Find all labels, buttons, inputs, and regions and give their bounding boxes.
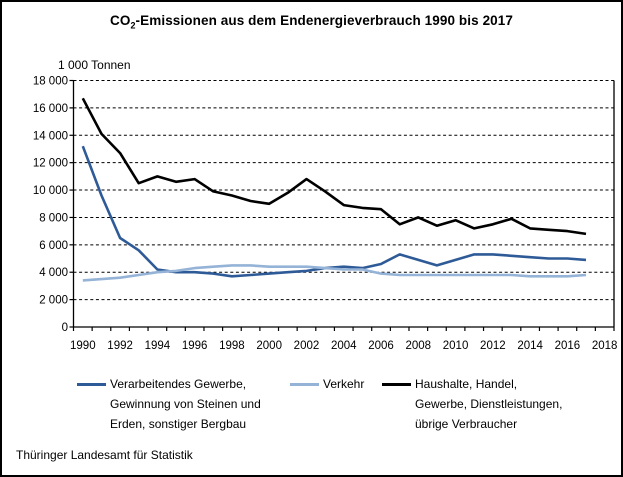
legend-label: Verarbeitendes Gewerbe, Gewinnung von St… [110, 377, 261, 431]
svg-text:2004: 2004 [331, 340, 357, 352]
svg-text:10 000: 10 000 [33, 185, 68, 197]
legend-line-swatch [77, 383, 106, 386]
svg-text:16 000: 16 000 [33, 103, 68, 115]
svg-text:1998: 1998 [219, 340, 245, 352]
svg-text:2014: 2014 [517, 340, 543, 352]
svg-text:12 000: 12 000 [33, 158, 68, 170]
svg-text:2016: 2016 [555, 340, 581, 352]
svg-text:14 000: 14 000 [33, 130, 68, 142]
legend-line-swatch [382, 383, 411, 386]
legend-item-haushalte: Haushalte, Handel, Gewerbe, Dienstleistu… [382, 374, 562, 434]
svg-text:18 000: 18 000 [33, 76, 68, 88]
chart-title: CO2-Emissionen aus dem Endenergieverbrau… [109, 13, 514, 31]
svg-text:1996: 1996 [182, 340, 208, 352]
legend-label: Verkehr [323, 377, 365, 391]
legend-label: Haushalte, Handel, Gewerbe, Dienstleistu… [415, 377, 563, 431]
legend-item-verkehr: Verkehr [290, 374, 364, 394]
svg-text:2002: 2002 [294, 340, 320, 352]
svg-text:2 000: 2 000 [39, 295, 68, 307]
svg-text:6 000: 6 000 [39, 240, 68, 252]
svg-text:1990: 1990 [70, 340, 96, 352]
svg-text:8 000: 8 000 [39, 212, 68, 224]
svg-text:2018: 2018 [592, 340, 618, 352]
svg-text:2006: 2006 [368, 340, 394, 352]
source-credit: Thüringer Landesamt für Statistik [16, 448, 193, 462]
svg-text:0: 0 [62, 322, 68, 334]
svg-text:1994: 1994 [145, 340, 171, 352]
legend-item-verarbeitendes-gewerbe: Verarbeitendes Gewerbe, Gewinnung von St… [77, 374, 261, 434]
legend-line-swatch [290, 383, 319, 386]
title-subscript: 2 [130, 20, 136, 31]
svg-text:4 000: 4 000 [39, 267, 68, 279]
svg-text:2000: 2000 [256, 340, 282, 352]
svg-text:2008: 2008 [406, 340, 432, 352]
svg-text:2010: 2010 [443, 340, 469, 352]
svg-text:1992: 1992 [107, 340, 133, 352]
y-axis-unit-label: 1 000 Tonnen [58, 58, 131, 72]
svg-text:2012: 2012 [480, 340, 506, 352]
